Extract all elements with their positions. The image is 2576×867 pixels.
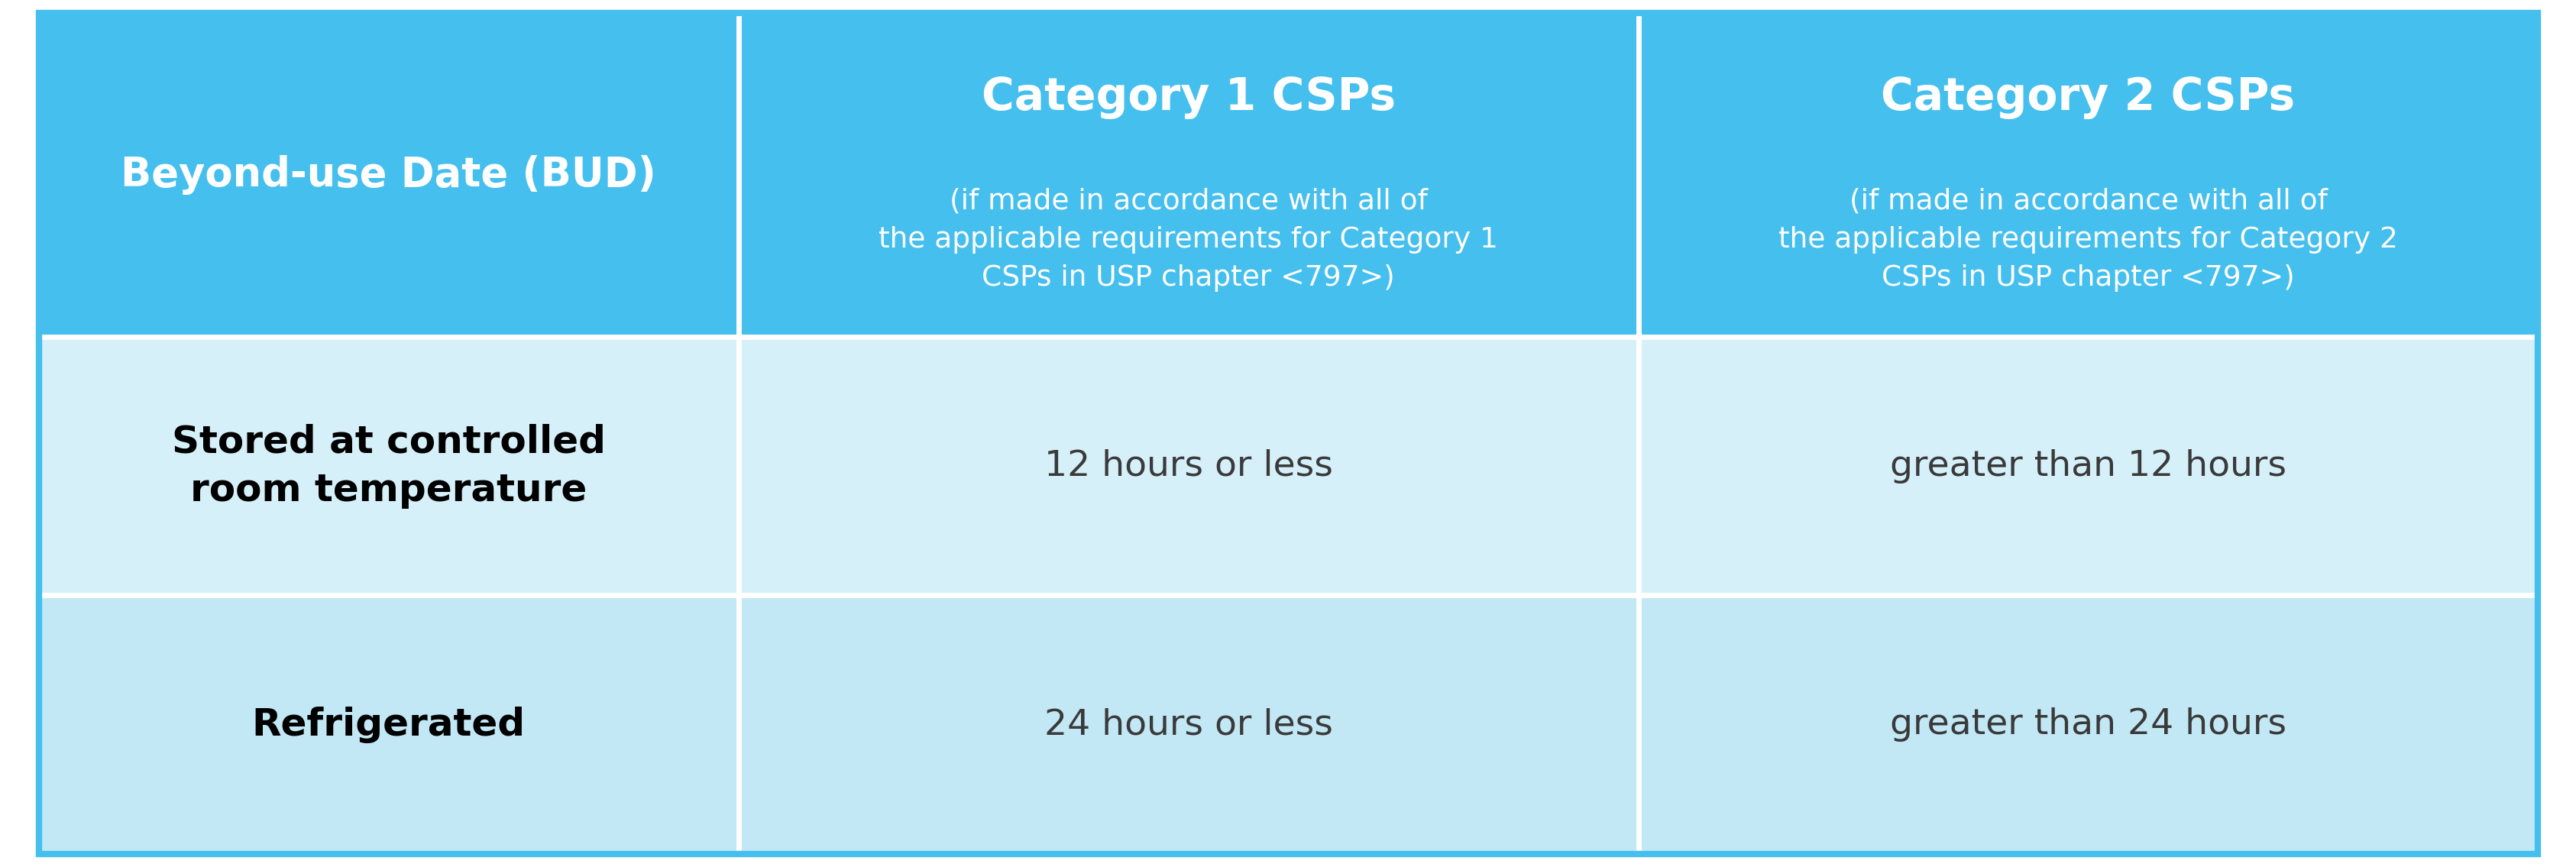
- Bar: [1638, 13, 2537, 336]
- Text: greater than 12 hours: greater than 12 hours: [1888, 449, 2285, 483]
- Text: Category 2 CSPs: Category 2 CSPs: [1880, 75, 2295, 119]
- Text: (if made in accordance with all of
the applicable requirements for Category 1
CS: (if made in accordance with all of the a…: [878, 188, 1497, 291]
- Bar: [739, 596, 1638, 854]
- Bar: [739, 336, 1638, 596]
- Text: greater than 24 hours: greater than 24 hours: [1888, 707, 2285, 742]
- Bar: [1638, 336, 2537, 596]
- Text: Beyond-use Date (BUD): Beyond-use Date (BUD): [121, 155, 657, 195]
- Text: Stored at controlled
room temperature: Stored at controlled room temperature: [173, 424, 605, 509]
- Text: Category 1 CSPs: Category 1 CSPs: [981, 75, 1396, 119]
- Bar: [1638, 596, 2537, 854]
- Text: (if made in accordance with all of
the applicable requirements for Category 2
CS: (if made in accordance with all of the a…: [1777, 188, 2398, 291]
- Bar: [739, 13, 1638, 336]
- Text: 12 hours or less: 12 hours or less: [1043, 449, 1332, 483]
- Bar: [39, 596, 739, 854]
- Bar: [39, 13, 739, 336]
- Text: 24 hours or less: 24 hours or less: [1043, 707, 1332, 742]
- Bar: [39, 336, 739, 596]
- Text: Refrigerated: Refrigerated: [252, 707, 526, 743]
